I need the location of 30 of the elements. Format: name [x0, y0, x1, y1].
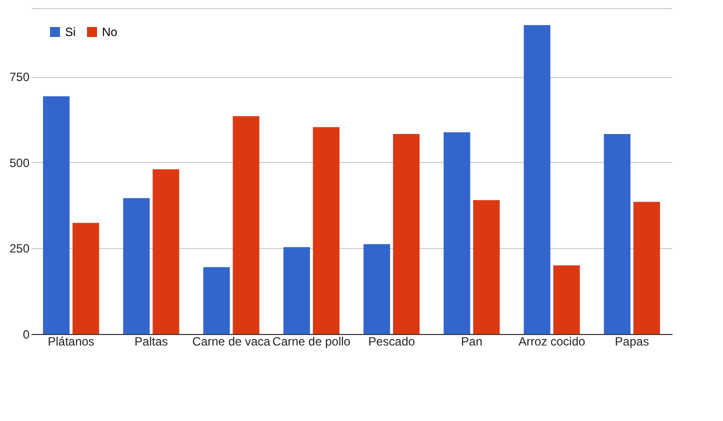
legend-label: No	[102, 25, 118, 39]
bar	[364, 244, 390, 334]
bar	[43, 96, 70, 334]
bar	[283, 247, 310, 334]
x-tick-label: Carne de pollo	[272, 334, 351, 348]
x-tick-label: Carne de vaca	[192, 334, 271, 348]
y-tick-label: 250	[9, 242, 30, 256]
y-tick-label: 0	[22, 328, 30, 342]
bar	[312, 127, 340, 334]
bar	[203, 267, 230, 334]
x-tick-label: Pescado	[368, 334, 416, 348]
x-tick-label: Papas	[614, 334, 649, 348]
bar	[72, 222, 100, 334]
x-tick-label: Paltas	[134, 334, 168, 348]
legend-label: Si	[65, 25, 76, 39]
bar	[473, 200, 500, 334]
x-tick-label: Plátanos	[48, 334, 94, 348]
bar	[553, 265, 580, 334]
bar	[232, 116, 260, 334]
bar	[604, 134, 630, 334]
bar	[123, 198, 150, 334]
x-tick-label: Arroz cocido	[518, 334, 586, 348]
x-tick-label: Pan	[461, 334, 482, 348]
y-tick-label: 750	[9, 70, 30, 84]
bar	[393, 134, 420, 334]
y-tick-label: 500	[9, 156, 30, 170]
bar	[152, 169, 180, 334]
bar	[444, 132, 470, 334]
bar	[633, 202, 660, 334]
bar	[524, 25, 550, 334]
